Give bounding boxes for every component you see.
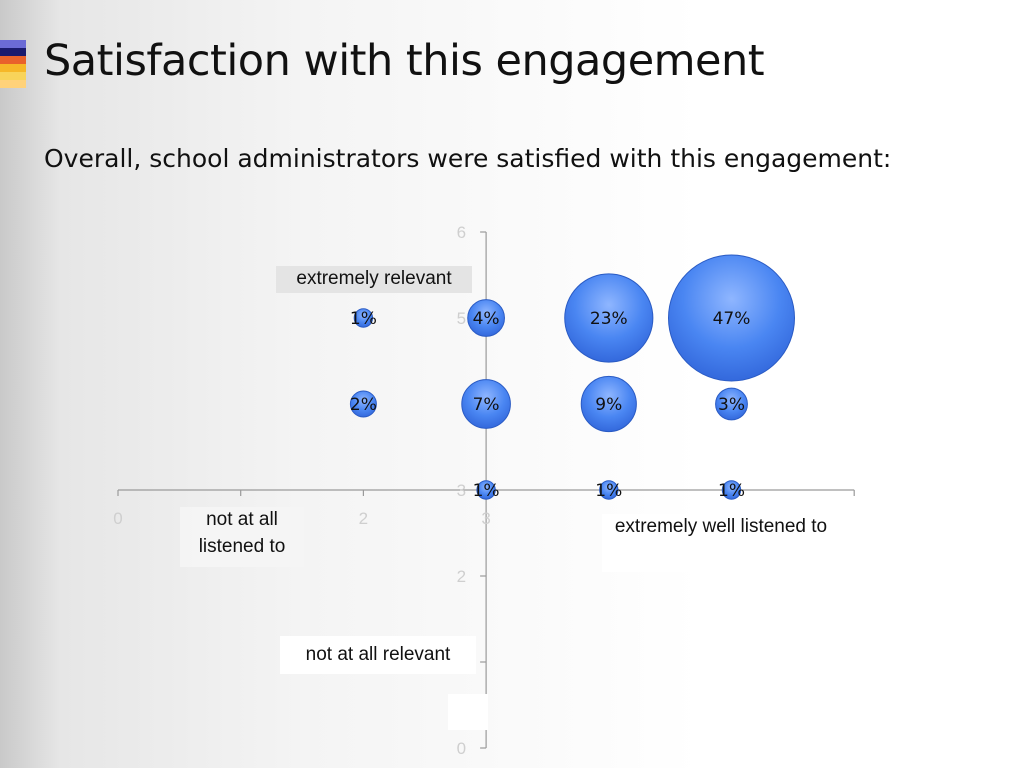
data-label: 1%	[473, 481, 500, 501]
accent-stripe-5	[0, 72, 26, 80]
x-tick-label: 0	[113, 509, 122, 528]
data-bubble	[599, 480, 619, 500]
data-bubble	[353, 308, 374, 328]
slide-title: Satisfaction with this engagement	[44, 36, 765, 86]
slide-subtitle: Overall, school administrators were sati…	[44, 144, 892, 173]
data-bubble	[564, 273, 654, 363]
data-label: 1%	[350, 309, 377, 329]
annotation-not-at-all-listened-to: not at all listened to	[180, 507, 304, 567]
accent-stripe-3	[0, 56, 26, 64]
data-label: 7%	[473, 395, 500, 415]
y-tick-label: 6	[457, 223, 466, 242]
data-bubble	[349, 390, 377, 418]
y-tick-label: 2	[457, 567, 466, 586]
annotation-extremely-well-listened-to: extremely well listened to	[602, 514, 840, 572]
accent-stripe-1	[0, 40, 26, 48]
data-bubble	[580, 375, 637, 433]
data-bubble	[721, 480, 742, 500]
annotation-not-at-all-relevant: not at all relevant	[280, 636, 476, 674]
y-tick-label: 3	[457, 481, 466, 500]
data-bubble	[476, 480, 496, 500]
data-label: 1%	[595, 481, 622, 501]
slide-accent-bar	[0, 40, 26, 88]
data-label: 2%	[350, 395, 377, 415]
x-tick-label: 3	[481, 509, 490, 528]
x-tick-label: 2	[359, 509, 368, 528]
data-label: 9%	[595, 395, 622, 415]
data-label: 4%	[473, 309, 500, 329]
accent-stripe-2	[0, 48, 26, 56]
data-bubble	[668, 254, 795, 382]
data-bubble	[461, 379, 511, 429]
accent-stripe-4	[0, 64, 26, 72]
y-tick-label: 5	[457, 309, 466, 328]
data-label: 23%	[590, 309, 628, 329]
blank-label-box	[448, 694, 488, 730]
data-label: 47%	[713, 309, 751, 329]
accent-stripe-6	[0, 80, 26, 88]
data-bubble	[715, 387, 748, 421]
data-bubble	[467, 299, 505, 337]
data-label: 1%	[718, 481, 745, 501]
annotation-extremely-relevant: extremely relevant	[276, 266, 472, 293]
data-label: 3%	[718, 395, 745, 415]
y-tick-label: 0	[457, 739, 466, 758]
